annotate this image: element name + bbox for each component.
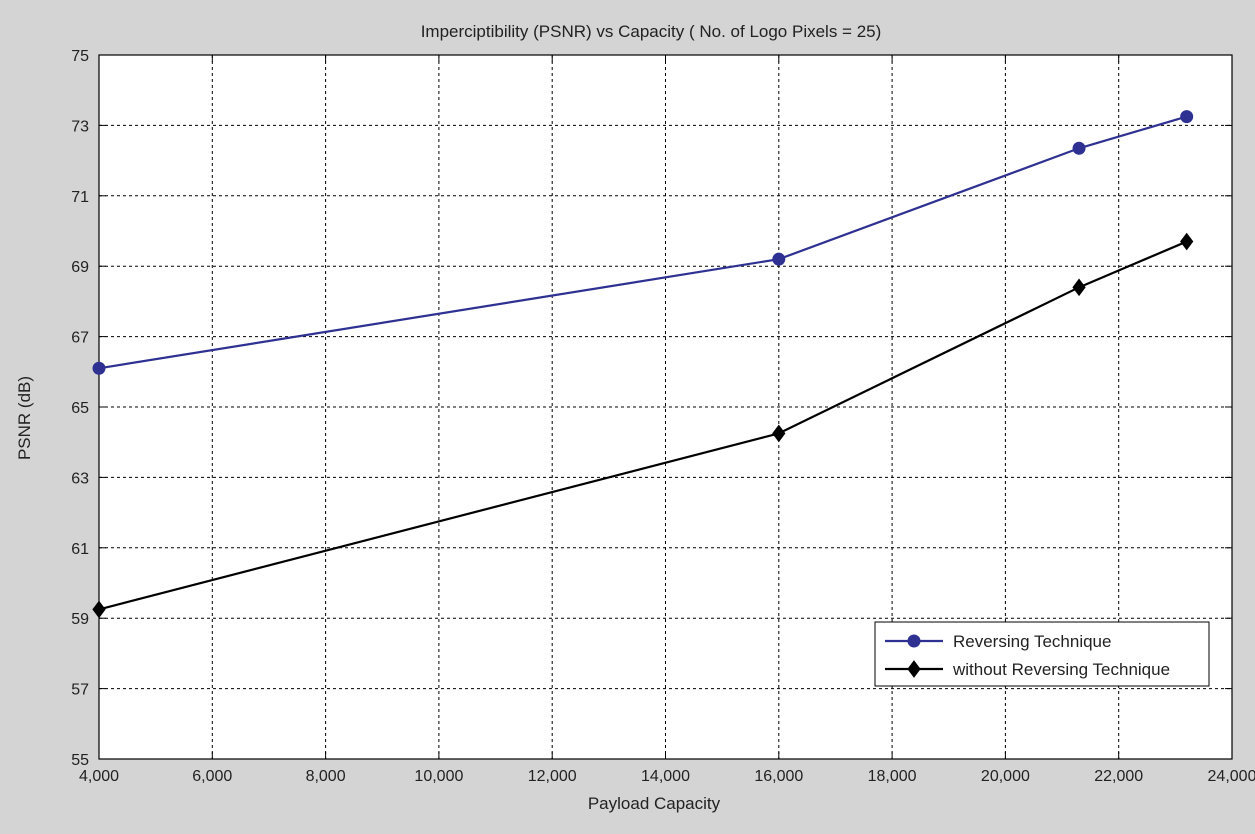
x-tick-label: 24,000: [1208, 768, 1255, 785]
x-tick-label: 20,000: [981, 768, 1030, 785]
x-tick-label: 4,000: [79, 768, 119, 785]
y-tick-label: 59: [71, 611, 89, 628]
legend: Reversing Technique without Reversing Tec…: [874, 621, 1210, 687]
legend-marker: [907, 660, 921, 678]
y-tick-label: 65: [71, 400, 89, 417]
series-group: [92, 110, 1194, 619]
y-axis-label: PSNR (dB): [15, 376, 34, 460]
x-tick-label: 14,000: [641, 768, 690, 785]
y-tick-label: 63: [71, 470, 89, 487]
x-tick-label: 10,000: [414, 768, 463, 785]
x-tick-label: 12,000: [528, 768, 577, 785]
data-point: [772, 252, 786, 266]
chart-title: Imperciptibility (PSNR) vs Capacity ( No…: [421, 22, 882, 41]
series-line: [98, 115, 1187, 370]
series-without-reversing: [92, 232, 1194, 619]
grid-lines: [99, 55, 1232, 759]
series-reversing: [92, 110, 1194, 375]
data-point: [1072, 278, 1086, 297]
x-tick-label: 16,000: [754, 768, 803, 785]
x-tick-label: 18,000: [868, 768, 917, 785]
data-point: [772, 424, 786, 443]
y-tick-label: 55: [71, 752, 89, 769]
data-point: [92, 600, 106, 619]
data-point: [1072, 141, 1086, 155]
x-tick-label: 6,000: [192, 768, 232, 785]
legend-box: [874, 621, 1210, 687]
x-axis-label: Payload Capacity: [588, 794, 721, 813]
legend-label: Reversing Technique: [953, 632, 1111, 651]
data-point: [1180, 232, 1194, 251]
x-tick-label: 22,000: [1094, 768, 1143, 785]
y-tick-label: 71: [71, 189, 89, 206]
y-tick-label: 73: [71, 118, 89, 135]
y-tick-label: 67: [71, 330, 89, 347]
series-line: [98, 240, 1188, 611]
y-tick-label: 69: [71, 259, 89, 276]
legend-marker: [907, 634, 921, 648]
x-tick-label: 8,000: [306, 768, 346, 785]
y-tick-label: 61: [71, 541, 89, 558]
data-point: [1180, 110, 1194, 124]
data-point: [92, 361, 106, 375]
legend-label: without Reversing Technique: [952, 660, 1170, 679]
axis-ticks: 4,000 6,000 8,000 10,000 12,000 14,000 16,000 1…: [71, 48, 1255, 785]
y-tick-label: 57: [71, 682, 89, 699]
y-tick-label: 75: [71, 48, 89, 65]
